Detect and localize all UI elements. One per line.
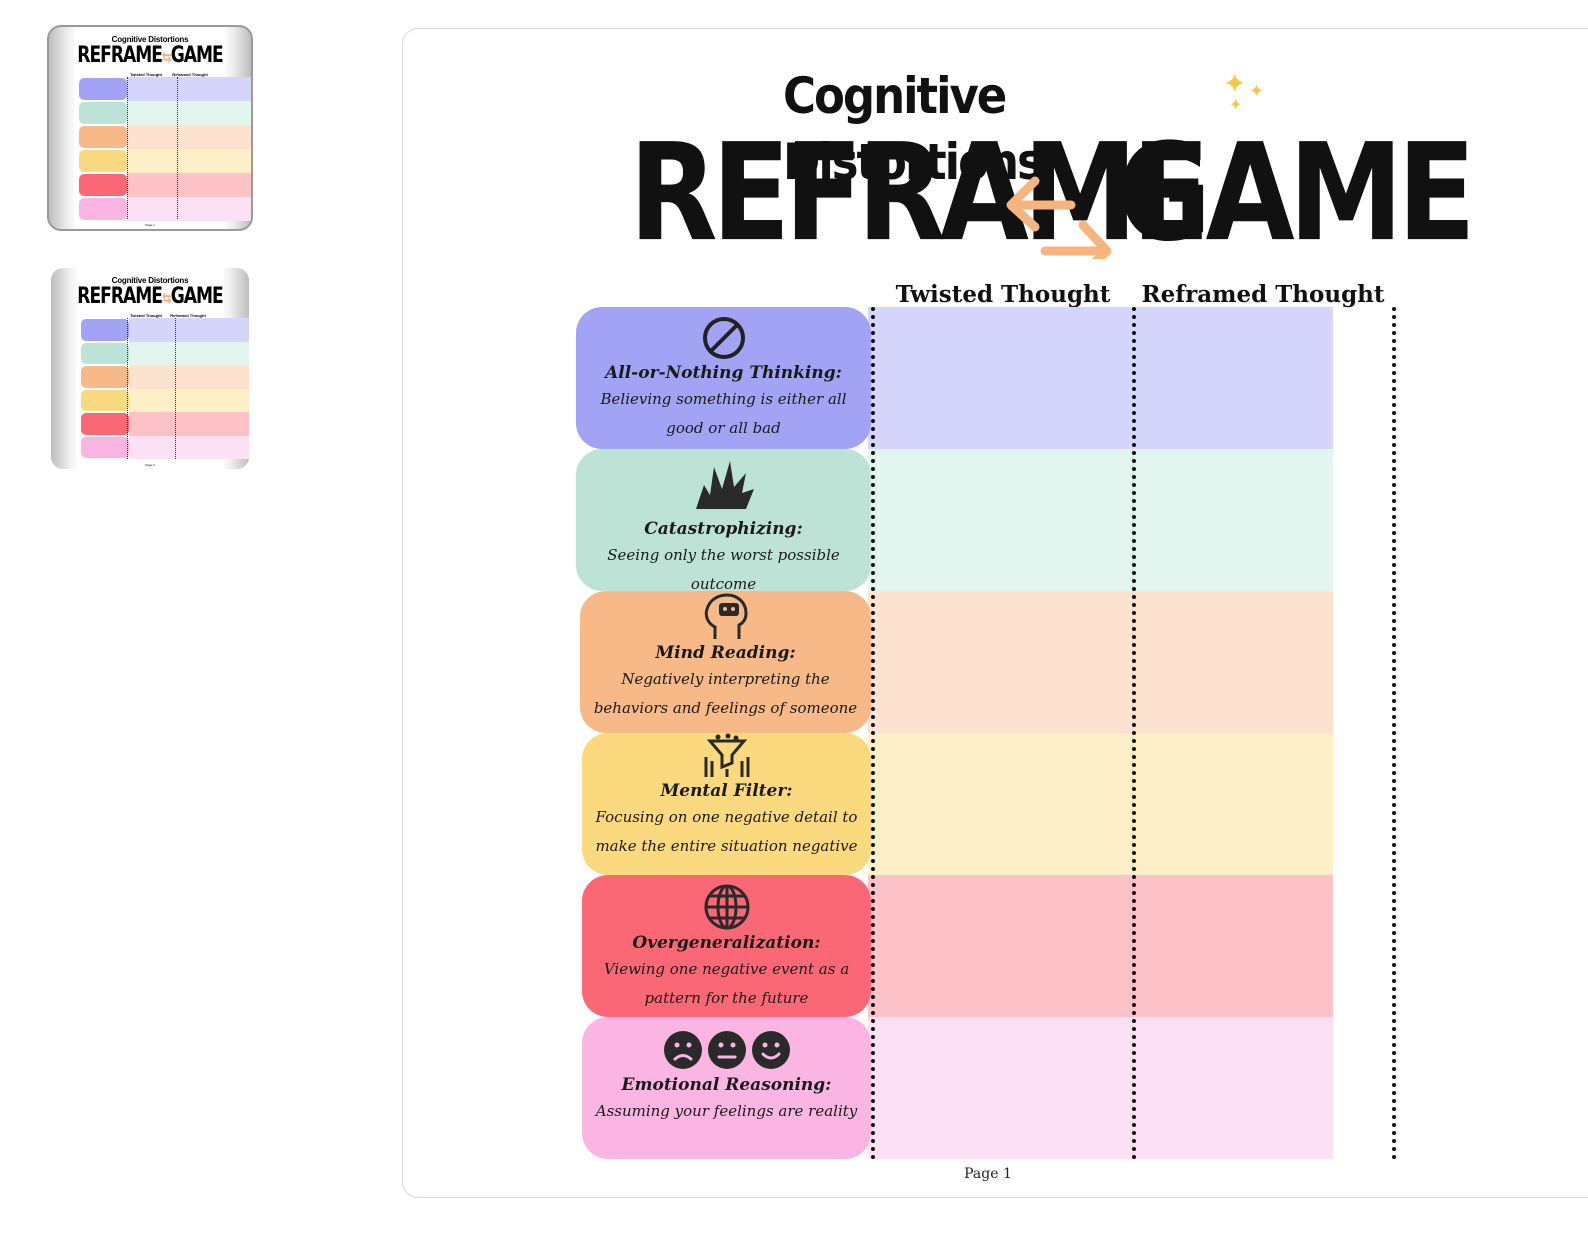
distortion-description: Viewing one negative event as a pattern …: [603, 960, 850, 1007]
reframed-thought-cell[interactable]: [1134, 591, 1392, 733]
table-row: Overgeneralization: Viewing one negative…: [573, 875, 1398, 1017]
distortion-description: Believing something is either all good o…: [600, 390, 847, 437]
reframed-thought-cell[interactable]: [1134, 1017, 1392, 1159]
sparkle-icon: ✦: [1229, 97, 1243, 114]
distortion-name: All-or-Nothing Thinking:: [605, 363, 842, 383]
distortion-description: Assuming your feelings are reality: [595, 1102, 858, 1120]
thumbnail-page-number: Page 2: [145, 463, 155, 467]
thumbnail-page-number: Page 1: [145, 223, 155, 227]
swap-arrows-icon: ⇆: [161, 290, 172, 308]
thumbnail-col-reframed: Reframed Thought: [170, 313, 206, 318]
head-thought-icon: [704, 593, 748, 639]
thumbnail-col-reframed: Reframed Thought: [172, 72, 208, 77]
thumbnail-title-large: REFRAME⇆GAME: [77, 283, 223, 309]
page-thumbnail-2[interactable]: Cognitive Distortions REFRAME⇆GAME Twist…: [51, 268, 249, 469]
thumbnail-page-preview: Cognitive Distortions REFRAME⇆GAME Twist…: [74, 27, 251, 229]
distortion-label: Overgeneralization: Viewing one negative…: [582, 875, 871, 1017]
twisted-thought-cell[interactable]: [870, 733, 1130, 875]
distortion-description: Negatively interpreting the behaviors an…: [593, 670, 858, 717]
reframed-thought-cell[interactable]: [1134, 875, 1392, 1017]
distortion-label: All-or-Nothing Thinking: Believing somet…: [576, 307, 871, 449]
page-number: Page 1: [964, 1166, 1012, 1182]
twisted-thought-cell[interactable]: [870, 875, 1130, 1017]
thumbnail-page-preview: Cognitive Distortions REFRAME⇆GAME Twist…: [76, 268, 249, 469]
distortion-label: Emotional Reasoning: Assuming your feeli…: [582, 1017, 871, 1159]
table-row: All-or-Nothing Thinking: Believing somet…: [573, 307, 1398, 449]
page-title-small: Cognitive Distortions: [783, 67, 1044, 191]
distortion-description: Seeing only the worst possible outcome: [607, 546, 840, 593]
reframed-thought-cell[interactable]: [1134, 449, 1392, 591]
page-title-game: GAME: [1117, 115, 1476, 272]
page-thumbnail-1[interactable]: Cognitive Distortions REFRAME⇆GAME Twist…: [47, 25, 253, 231]
thumbnail-title-small: Cognitive Distortions: [111, 276, 189, 285]
faces-icon: [663, 1031, 790, 1069]
document-page: Cognitive Distortions ✦ ✦ ✦ REFRAME GAME…: [402, 28, 1588, 1198]
sparkle-icon: ✦: [1223, 68, 1247, 99]
page-title-reframe: REFRAME: [629, 115, 1210, 272]
sparkle-icon: ✦: [1249, 81, 1265, 101]
distortion-name: Mind Reading:: [655, 643, 796, 663]
column-header-reframed-thought: Reframed Thought: [1141, 281, 1385, 308]
column-header-twisted-thought: Twisted Thought: [895, 281, 1111, 308]
twisted-thought-cell[interactable]: [870, 449, 1130, 591]
twisted-thought-cell[interactable]: [870, 591, 1130, 733]
table-row: Mental Filter: Focusing on one negative …: [573, 733, 1398, 875]
table-row: Catastrophizing: Seeing only the worst p…: [573, 449, 1398, 593]
explosion-icon: [695, 461, 754, 509]
table-row: Mind Reading: Negatively interpreting th…: [573, 591, 1398, 733]
filter-icon: [704, 733, 749, 777]
thumbnail-col-twisted: Twisted Thought: [130, 313, 162, 318]
distortion-label: Catastrophizing: Seeing only the worst p…: [576, 449, 871, 593]
reframed-thought-cell[interactable]: [1134, 307, 1392, 449]
distortion-label: Mental Filter: Focusing on one negative …: [582, 733, 871, 875]
column-divider: [1132, 307, 1136, 1160]
column-divider: [1392, 307, 1396, 1160]
column-divider: [871, 307, 875, 1160]
distortion-name: Catastrophizing:: [644, 519, 803, 539]
globe-icon: [704, 884, 749, 930]
reframed-thought-cell[interactable]: [1134, 733, 1392, 875]
distortion-description: Focusing on one negative detail to make …: [595, 808, 858, 855]
distortion-name: Emotional Reasoning:: [621, 1075, 832, 1095]
thumbnail-title-large: REFRAME⇆GAME: [77, 42, 223, 68]
twisted-thought-cell[interactable]: [870, 1017, 1130, 1159]
twisted-thought-cell[interactable]: [870, 307, 1130, 449]
prohibited-icon: [702, 317, 745, 359]
distortion-label: Mind Reading: Negatively interpreting th…: [580, 591, 871, 733]
thumbnail-col-twisted: Twisted Thought: [130, 72, 162, 77]
distortion-name: Mental Filter:: [660, 781, 793, 801]
distortion-name: Overgeneralization:: [632, 933, 821, 953]
thumbnail-title-small: Cognitive Distortions: [111, 35, 189, 44]
swap-arrows-icon: ⇆: [161, 49, 172, 67]
swap-arrows-icon: [1006, 176, 1112, 259]
table-row: Emotional Reasoning: Assuming your feeli…: [573, 1017, 1398, 1159]
